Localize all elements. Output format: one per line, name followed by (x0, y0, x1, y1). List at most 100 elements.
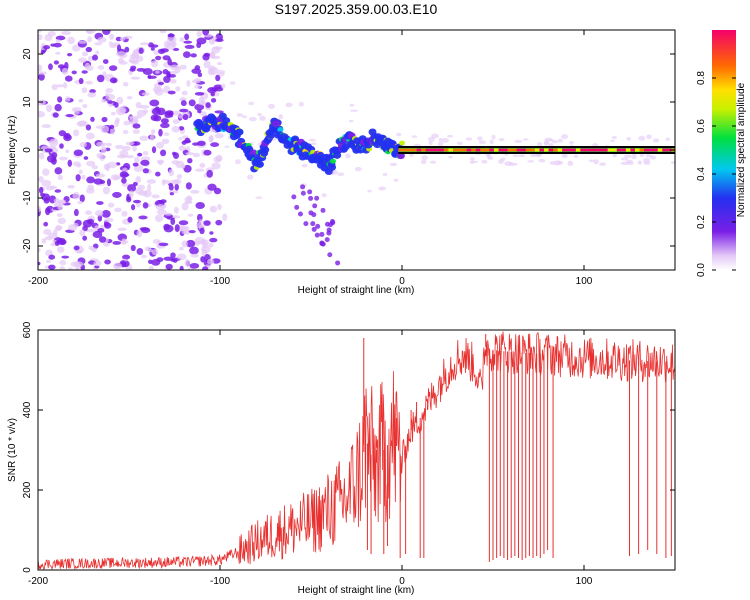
straight-line-segment (421, 148, 427, 152)
noise-blob (217, 203, 222, 211)
noise-blob (38, 248, 41, 252)
noise-blob (173, 206, 179, 214)
spectrogram-ytick-label: 0 (22, 147, 33, 153)
noise-blob (148, 259, 153, 264)
ridge-blob (326, 230, 332, 236)
noise-blob (538, 158, 546, 163)
noise-blob (134, 156, 140, 163)
noise-blob (138, 215, 148, 220)
straight-line-segment (507, 148, 513, 152)
noise-blob (174, 224, 180, 232)
ridge-blob (399, 140, 406, 146)
noise-blob (98, 236, 107, 243)
straight-line-segment (443, 148, 449, 152)
noise-blob (184, 33, 190, 41)
noise-blob (211, 46, 221, 54)
noise-blob (172, 119, 180, 125)
noise-blob (167, 33, 175, 38)
noise-blob (643, 160, 651, 166)
noise-blob (149, 99, 160, 107)
noise-blob (78, 77, 84, 85)
straight-line-segment (584, 148, 590, 152)
noise-blob (136, 248, 144, 255)
noise-blob (123, 35, 133, 40)
ridge-blob (312, 203, 318, 209)
noise-blob (367, 189, 372, 193)
straight-line-segment (434, 148, 440, 152)
noise-blob (76, 121, 87, 127)
noise-blob (593, 159, 599, 165)
snr-ytick-label: 200 (22, 481, 33, 498)
noise-blob (257, 112, 262, 117)
noise-blob (183, 164, 192, 173)
ridge-blob (310, 221, 316, 227)
noise-blob (79, 142, 87, 148)
noise-blob (109, 33, 115, 40)
noise-blob (95, 173, 106, 178)
noise-blob (109, 77, 118, 84)
ridge-blob (329, 158, 336, 164)
noise-blob (52, 112, 59, 118)
noise-blob (81, 51, 89, 57)
noise-blob (85, 228, 95, 233)
noise-blob (176, 253, 187, 261)
noise-blob (44, 236, 53, 241)
noise-blob (102, 59, 109, 64)
straight-line-segment (407, 148, 413, 152)
noise-blob (117, 57, 125, 64)
noise-blob (150, 129, 156, 135)
straight-line-segment (439, 148, 445, 152)
noise-blob (99, 224, 106, 229)
noise-blob (38, 64, 43, 72)
noise-blob (205, 102, 211, 108)
ridge-blob (277, 127, 284, 133)
noise-blob (59, 260, 67, 266)
noise-blob (208, 65, 216, 72)
noise-blob (83, 156, 89, 160)
noise-blob (96, 201, 104, 205)
straight-line-segment (630, 148, 636, 152)
noise-blob (73, 149, 84, 157)
noise-blob (203, 60, 211, 69)
noise-blob (625, 159, 633, 164)
straight-line-segment (484, 148, 490, 152)
noise-blob (57, 174, 63, 181)
straight-line-segment (516, 148, 522, 152)
noise-blob (96, 141, 105, 147)
noise-blob (637, 160, 643, 165)
noise-blob (86, 160, 96, 167)
noise-blob (132, 199, 142, 204)
noise-blob (208, 134, 214, 143)
noise-blob (207, 258, 215, 265)
ridge-blob (324, 221, 330, 227)
noise-blob (146, 179, 157, 184)
noise-blob (588, 159, 595, 163)
noise-blob (48, 254, 56, 260)
noise-blob (278, 114, 284, 120)
straight-line-segment (412, 148, 418, 152)
noise-blob (73, 261, 84, 268)
noise-blob (203, 220, 211, 226)
noise-blob (259, 115, 266, 121)
noise-blob (139, 227, 149, 231)
noise-blob (81, 87, 88, 94)
noise-blob (136, 229, 143, 238)
noise-blob (91, 247, 97, 253)
straight-line-segment (539, 148, 545, 152)
noise-blob (409, 153, 414, 157)
noise-blob (491, 134, 496, 140)
noise-blob (189, 262, 200, 269)
noise-blob (182, 114, 189, 121)
straight-line-segment (666, 148, 672, 152)
noise-blob (142, 168, 150, 174)
noise-blob (94, 209, 104, 217)
noise-blob (190, 253, 199, 258)
noise-blob (72, 222, 79, 228)
noise-blob (184, 259, 191, 267)
noise-blob (59, 143, 64, 149)
noise-blob (167, 90, 176, 95)
noise-blob (141, 92, 150, 96)
noise-blob (110, 111, 116, 116)
noise-blob (129, 68, 136, 72)
noise-blob (116, 154, 127, 159)
